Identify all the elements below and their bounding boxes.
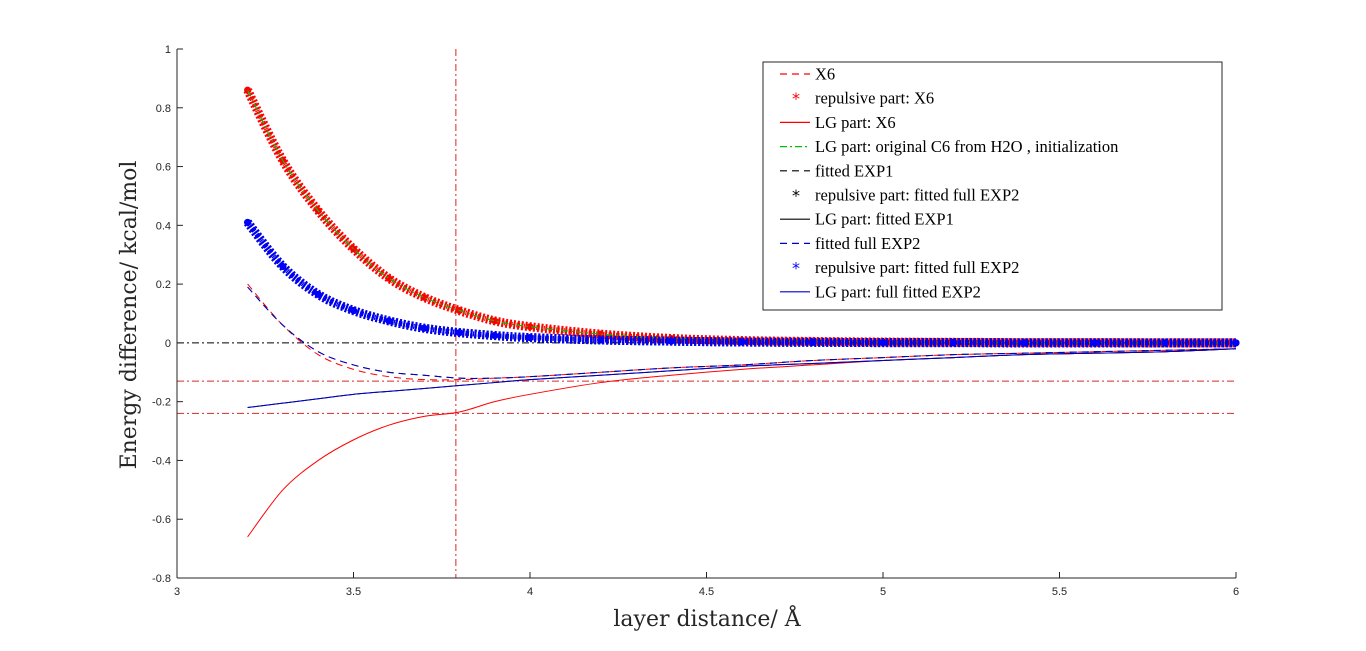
- series-line: [247, 348, 1237, 409]
- data-point: [420, 293, 428, 301]
- legend-label: LG part: fitted EXP1: [815, 210, 954, 229]
- data-point: [950, 339, 958, 347]
- data-point: [667, 337, 675, 345]
- data-point: [597, 336, 605, 344]
- y-tick-label: -0.4: [152, 455, 171, 467]
- data-point: [1232, 339, 1240, 347]
- data-point: [350, 245, 357, 253]
- data-point: [385, 317, 393, 325]
- legend-label: X6: [815, 65, 835, 84]
- x-tick-label: 5: [880, 586, 886, 598]
- x-tick-label: 6: [1233, 586, 1239, 598]
- data-point: [526, 323, 534, 331]
- series-layer: [243, 86, 1240, 538]
- legend-item: LG part: X6: [780, 113, 896, 132]
- legend-marker: *: [792, 259, 800, 278]
- data-point: [420, 324, 428, 332]
- legend-label: repulsive part: fitted full EXP2: [815, 186, 1019, 205]
- data-point: [314, 290, 322, 298]
- y-tick-label: -0.6: [152, 514, 171, 526]
- data-point: [455, 329, 463, 337]
- data-point: [350, 307, 357, 315]
- legend-item: * repulsive part: X6: [792, 89, 934, 109]
- data-point: [1161, 339, 1169, 347]
- x-tick-label: 4.5: [699, 586, 714, 598]
- y-axis-title: Energy difference/ kcal/mol: [117, 161, 142, 470]
- legend-label: LG part: X6: [815, 113, 896, 132]
- x-tick-label: 3: [174, 586, 180, 598]
- x-tick-label: 4: [527, 586, 533, 598]
- series-2: [247, 348, 1237, 538]
- x-tick-label: 3.5: [346, 586, 361, 598]
- data-point: [1020, 339, 1028, 347]
- legend-item: * repulsive part: fitted full EXP2: [792, 258, 1019, 278]
- legend-marker: *: [792, 186, 800, 205]
- y-tick-label: -0.8: [152, 573, 171, 585]
- data-point: [526, 334, 534, 342]
- series-line: [247, 348, 1237, 409]
- legend-label: fitted full EXP2: [815, 234, 920, 253]
- series-line: [247, 286, 1237, 379]
- data-point: [491, 332, 499, 340]
- y-tick-label: 0.8: [156, 103, 171, 115]
- x-axis-title: layer distance/ Å: [613, 604, 801, 632]
- legend: X6 * repulsive part: X6 LG part: X6 LG part:…: [762, 61, 1223, 311]
- legend-label: repulsive part: fitted full EXP2: [815, 258, 1019, 277]
- series-6: [247, 348, 1237, 409]
- data-point: [879, 339, 887, 347]
- data-point: [244, 218, 252, 226]
- data-point: [279, 262, 287, 270]
- series-7: [247, 286, 1237, 379]
- data-point: [738, 338, 746, 346]
- legend-label: LG part: full fitted EXP2: [815, 282, 981, 301]
- legend-label: LG part: original C6 from H2O , initiali…: [815, 137, 1118, 156]
- legend-marker: *: [792, 89, 800, 108]
- data-point: [385, 274, 393, 282]
- y-tick-label: 1: [165, 44, 171, 56]
- data-point: [1091, 339, 1099, 347]
- data-point: [491, 317, 499, 325]
- legend-box: [762, 61, 1223, 311]
- axes: 3 3.5 4 4.5 5 5.5 6 -0.8 -0.6 -0.4 -0.2 0 0.2 0.4 0.6 0…: [152, 44, 1239, 598]
- legend-item: fitted EXP1: [780, 161, 893, 180]
- series-line: [247, 348, 1237, 538]
- legend-item: fitted full EXP2: [780, 234, 920, 253]
- series-0: [247, 283, 1237, 381]
- legend-label: fitted EXP1: [815, 161, 893, 180]
- legend-item: LG part: original C6 from H2O , initiali…: [780, 137, 1118, 156]
- legend-item: X6: [780, 65, 835, 84]
- x-tick-label: 5.5: [1052, 586, 1067, 598]
- y-tick-label: 0.6: [156, 162, 171, 174]
- y-tick-label: -0.2: [152, 397, 171, 409]
- legend-item: LG part: full fitted EXP2: [780, 282, 981, 301]
- y-tick-label: 0.4: [156, 220, 171, 232]
- legend-item: * repulsive part: fitted full EXP2: [792, 186, 1019, 206]
- legend-label: repulsive part: X6: [815, 89, 934, 108]
- y-tick-label: 0: [165, 338, 171, 350]
- legend-item: LG part: fitted EXP1: [780, 210, 954, 229]
- series-9: [247, 348, 1237, 409]
- series-line: [247, 283, 1237, 381]
- data-point: [808, 338, 816, 346]
- y-tick-label: 0.2: [156, 279, 171, 291]
- series-8: [244, 218, 1240, 348]
